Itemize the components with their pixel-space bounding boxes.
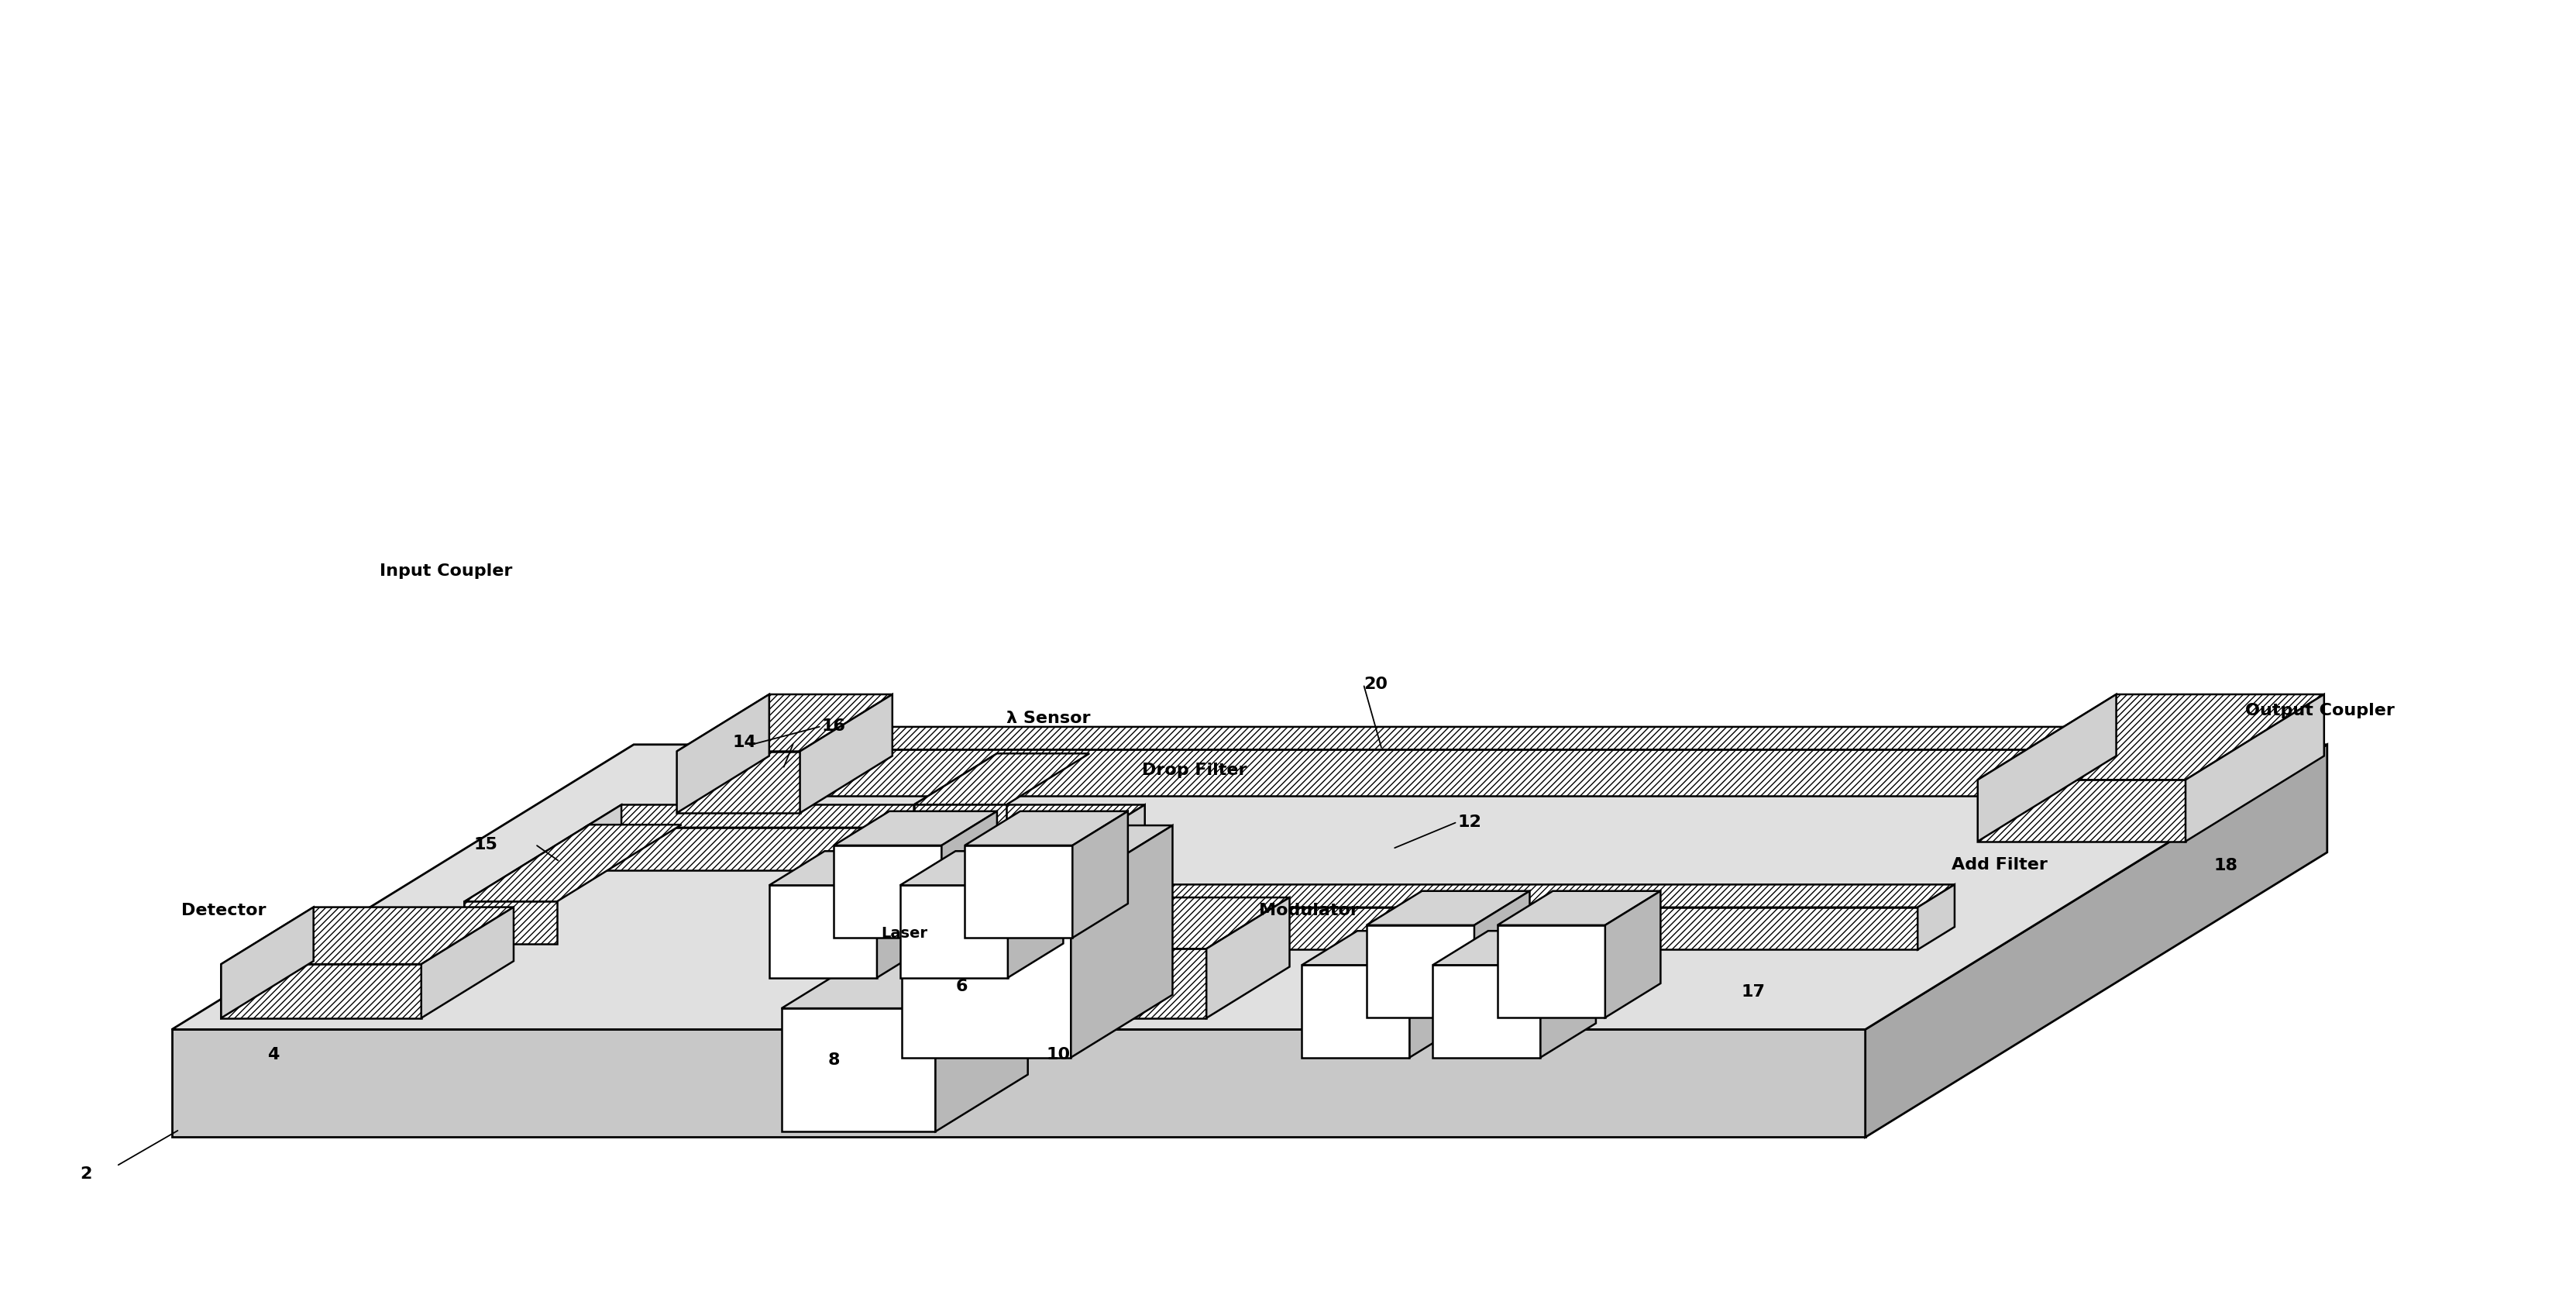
Polygon shape bbox=[835, 845, 943, 938]
Text: Add Filter: Add Filter bbox=[1953, 857, 2048, 872]
Polygon shape bbox=[961, 897, 1043, 1018]
Polygon shape bbox=[2184, 694, 2324, 841]
Polygon shape bbox=[781, 1009, 935, 1131]
Text: 8: 8 bbox=[827, 1052, 840, 1068]
Polygon shape bbox=[1365, 925, 1473, 1018]
Text: Input Coupler: Input Coupler bbox=[379, 563, 513, 579]
Polygon shape bbox=[1917, 884, 1955, 950]
Polygon shape bbox=[222, 907, 513, 964]
Text: Output Coupler: Output Coupler bbox=[2246, 703, 2396, 719]
Polygon shape bbox=[1072, 825, 1172, 1057]
Polygon shape bbox=[1072, 908, 1917, 950]
Polygon shape bbox=[1978, 694, 2324, 779]
Polygon shape bbox=[464, 825, 590, 943]
Polygon shape bbox=[770, 886, 876, 977]
Polygon shape bbox=[914, 753, 1090, 804]
Polygon shape bbox=[1301, 966, 1409, 1057]
Polygon shape bbox=[961, 897, 1291, 949]
Polygon shape bbox=[1605, 891, 1662, 1018]
Polygon shape bbox=[1409, 932, 1466, 1057]
Polygon shape bbox=[1497, 925, 1605, 1018]
Polygon shape bbox=[781, 951, 1028, 1009]
Polygon shape bbox=[677, 694, 891, 752]
Polygon shape bbox=[961, 949, 1206, 1018]
Polygon shape bbox=[979, 964, 1072, 1006]
Polygon shape bbox=[914, 804, 1007, 848]
Text: Laser: Laser bbox=[881, 926, 927, 941]
Polygon shape bbox=[173, 1030, 1865, 1138]
Polygon shape bbox=[801, 694, 891, 813]
Polygon shape bbox=[902, 825, 1172, 888]
Text: 18: 18 bbox=[2213, 858, 2239, 874]
Polygon shape bbox=[935, 951, 1028, 1131]
Polygon shape bbox=[943, 811, 997, 938]
Polygon shape bbox=[464, 825, 683, 901]
Text: 14: 14 bbox=[732, 735, 757, 750]
Text: 6: 6 bbox=[956, 979, 969, 994]
Polygon shape bbox=[1007, 851, 1064, 977]
Polygon shape bbox=[963, 811, 1128, 845]
Polygon shape bbox=[1978, 779, 2184, 841]
Polygon shape bbox=[585, 828, 1108, 870]
Text: λ Sensor: λ Sensor bbox=[1007, 710, 1090, 726]
Text: 10: 10 bbox=[1046, 1047, 1072, 1063]
Polygon shape bbox=[585, 804, 621, 870]
Text: 16: 16 bbox=[822, 719, 845, 733]
Polygon shape bbox=[979, 904, 1077, 1006]
Polygon shape bbox=[173, 744, 2326, 1030]
Polygon shape bbox=[1365, 891, 1530, 925]
Text: 17: 17 bbox=[1741, 984, 1765, 1000]
Polygon shape bbox=[899, 886, 1007, 977]
Polygon shape bbox=[902, 888, 1072, 1057]
Polygon shape bbox=[1072, 884, 1955, 908]
Polygon shape bbox=[914, 753, 997, 848]
Polygon shape bbox=[979, 904, 1167, 964]
Polygon shape bbox=[765, 727, 2244, 749]
Polygon shape bbox=[876, 851, 933, 977]
Polygon shape bbox=[765, 727, 804, 796]
Polygon shape bbox=[765, 749, 2205, 796]
Text: 4: 4 bbox=[268, 1047, 278, 1063]
Polygon shape bbox=[222, 907, 314, 1018]
Text: 12: 12 bbox=[1458, 815, 1481, 829]
Text: 2: 2 bbox=[80, 1166, 93, 1182]
Polygon shape bbox=[1072, 811, 1128, 938]
Polygon shape bbox=[1497, 891, 1662, 925]
Polygon shape bbox=[1432, 932, 1597, 966]
Polygon shape bbox=[1978, 694, 2117, 841]
Polygon shape bbox=[1473, 891, 1530, 1018]
Text: Modulator: Modulator bbox=[1260, 903, 1358, 918]
Polygon shape bbox=[1865, 744, 2326, 1138]
Text: Detector: Detector bbox=[180, 903, 265, 918]
Text: 20: 20 bbox=[1363, 676, 1388, 691]
Polygon shape bbox=[2205, 727, 2244, 796]
Polygon shape bbox=[677, 752, 801, 813]
Polygon shape bbox=[1108, 804, 1144, 870]
Polygon shape bbox=[770, 851, 933, 886]
Polygon shape bbox=[222, 964, 422, 1018]
Polygon shape bbox=[1206, 897, 1291, 1018]
Polygon shape bbox=[1301, 932, 1466, 966]
Polygon shape bbox=[464, 901, 556, 943]
Polygon shape bbox=[835, 811, 997, 845]
Polygon shape bbox=[1540, 932, 1597, 1057]
Polygon shape bbox=[1432, 966, 1540, 1057]
Polygon shape bbox=[899, 851, 1064, 886]
Polygon shape bbox=[677, 694, 770, 813]
Polygon shape bbox=[585, 804, 1144, 828]
Polygon shape bbox=[1072, 884, 1108, 950]
Polygon shape bbox=[422, 907, 513, 1018]
Text: Drop Filter: Drop Filter bbox=[1141, 762, 1247, 778]
Polygon shape bbox=[963, 845, 1072, 938]
Text: 15: 15 bbox=[474, 837, 497, 851]
